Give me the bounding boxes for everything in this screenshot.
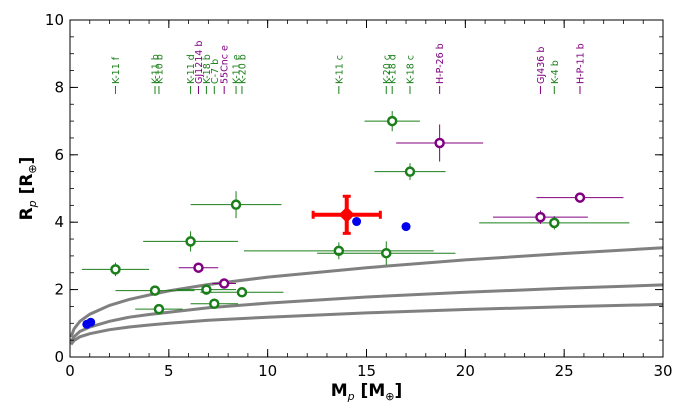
blue-point xyxy=(352,217,362,227)
x-axis-unit-open: [M xyxy=(355,381,386,401)
y-tick-label: 0 xyxy=(54,348,64,366)
purple-point xyxy=(193,262,204,273)
planet-label: H-P-11 b xyxy=(576,43,587,84)
green-point xyxy=(149,285,161,296)
y-tick-label: 2 xyxy=(54,281,64,299)
green-point xyxy=(404,166,416,177)
green-point xyxy=(185,236,196,247)
planet-label: K-11 b xyxy=(151,54,162,84)
green-point xyxy=(549,217,560,229)
y-tick-label: 4 xyxy=(54,213,64,231)
planet-label: 55Cnc e xyxy=(220,45,231,84)
x-tick-label: 0 xyxy=(65,362,75,380)
planet-label: K-11 c xyxy=(334,55,345,84)
x-tick-label: 30 xyxy=(653,362,672,380)
planet-label: K-18 b xyxy=(202,54,213,84)
x-axis-symbol-sub: p xyxy=(347,390,355,403)
highlight-point xyxy=(338,206,355,223)
blue-point xyxy=(86,317,96,327)
y-tick-label: 8 xyxy=(54,78,64,96)
green-point xyxy=(209,298,220,310)
x-axis-symbol: M xyxy=(331,381,348,401)
x-tick-label: 20 xyxy=(456,362,475,380)
x-axis-unit-close: ] xyxy=(394,381,402,401)
planet-label: K-11 d xyxy=(186,54,197,84)
purple-point xyxy=(434,137,445,149)
planet-label: K-10 b xyxy=(154,54,165,84)
green-point xyxy=(110,264,121,275)
planet-label: K-11 e xyxy=(232,54,243,84)
curves-layer xyxy=(69,246,664,346)
green-point xyxy=(153,303,165,315)
planet-label: H-P-26 b xyxy=(435,43,446,84)
x-tick-label: 15 xyxy=(357,362,376,380)
x-tick-label: 10 xyxy=(258,362,277,380)
x-axis-unit-sub: ⊕ xyxy=(385,390,394,403)
y-axis-unit-open: [R xyxy=(17,174,37,201)
green-point xyxy=(381,247,392,259)
planet-label: K-20 c xyxy=(382,55,393,84)
planet-label: K-11 f xyxy=(111,56,122,84)
y-axis-symbol: R xyxy=(17,207,37,220)
ticks-layer: 0 5 10 15 20 25 30 0 2 4 6 8 10 xyxy=(45,11,673,380)
y-axis-symbol-sub: p xyxy=(26,200,39,208)
planet-label: GJ436 b xyxy=(536,47,547,84)
blue-point xyxy=(401,222,411,232)
y-axis-unit-close: ] xyxy=(17,157,37,165)
purple-point xyxy=(535,211,546,223)
green-point xyxy=(386,115,398,127)
planet-label: C-7 b xyxy=(210,59,221,84)
green-point xyxy=(236,287,248,298)
green-point xyxy=(201,284,212,295)
planet-label: GJ1214 b xyxy=(194,41,205,84)
purple-point xyxy=(218,278,230,289)
y-tick-label: 6 xyxy=(54,146,64,164)
y-axis-unit-sub: ⊕ xyxy=(26,164,39,173)
points-layer xyxy=(81,110,630,329)
planet-label: K-18 d xyxy=(388,54,399,84)
y-tick-label: 10 xyxy=(45,11,64,29)
y-axis-title: Rp [R⊕] xyxy=(17,157,39,221)
model-curve-lower xyxy=(69,302,664,346)
green-point xyxy=(230,199,242,210)
x-tick-label: 5 xyxy=(164,362,174,380)
planet-label: K-18 c xyxy=(406,55,417,84)
x-axis-title: Mp [M⊕] xyxy=(331,381,403,403)
x-tick-label: 25 xyxy=(555,362,574,380)
purple-point xyxy=(574,192,586,203)
planet-label: K-4 b xyxy=(550,60,561,84)
planet-label: K-20 b xyxy=(238,54,249,84)
